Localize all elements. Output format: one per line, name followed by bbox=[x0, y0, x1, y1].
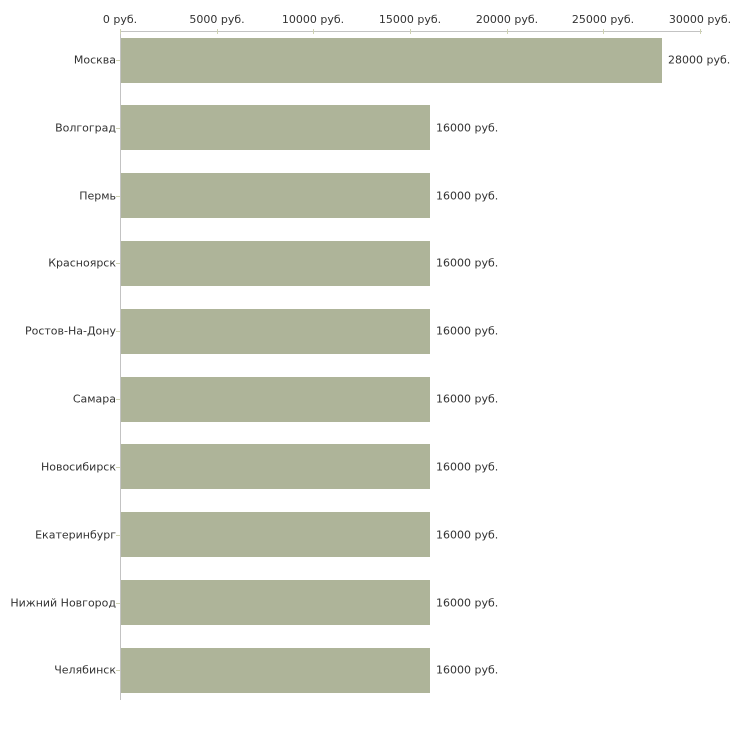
x-axis-tick bbox=[410, 29, 411, 34]
y-axis-tick bbox=[116, 399, 120, 400]
y-axis-tick bbox=[116, 603, 120, 604]
y-axis-tick bbox=[116, 60, 120, 61]
bar bbox=[121, 580, 430, 625]
bar bbox=[121, 105, 430, 150]
x-axis-tick-label: 30000 руб. bbox=[668, 13, 730, 26]
bar bbox=[121, 648, 430, 693]
y-axis-tick bbox=[116, 128, 120, 129]
bar bbox=[121, 309, 430, 354]
bar bbox=[121, 173, 430, 218]
x-axis-line bbox=[120, 31, 702, 32]
bar-value-label: 16000 руб. bbox=[436, 121, 499, 135]
x-axis-tick-label: 5000 руб. bbox=[189, 13, 245, 26]
bar-value-label: 16000 руб. bbox=[436, 324, 499, 338]
y-axis-tick bbox=[116, 331, 120, 332]
y-axis-tick bbox=[116, 263, 120, 264]
y-axis-category-label: Новосибирск bbox=[40, 460, 116, 474]
x-axis-tick-label: 20000 руб. bbox=[475, 13, 539, 26]
x-axis-tick-label: 10000 руб. bbox=[281, 13, 345, 26]
x-axis-tick bbox=[217, 29, 218, 34]
bar-value-label: 16000 руб. bbox=[436, 663, 499, 677]
y-axis-category-label: Нижний Новгород bbox=[10, 596, 116, 610]
bar-value-label: 16000 руб. bbox=[436, 460, 499, 474]
y-axis-category-label: Челябинск bbox=[54, 663, 116, 677]
y-axis-category-label: Красноярск bbox=[48, 256, 116, 270]
bar-value-label: 16000 руб. bbox=[436, 189, 499, 203]
y-axis-category-label: Волгоград bbox=[55, 121, 116, 135]
bar bbox=[121, 444, 430, 489]
bar-value-label: 16000 руб. bbox=[436, 596, 499, 610]
bar-value-label: 16000 руб. bbox=[436, 256, 499, 270]
y-axis-category-label: Ростов-На-Дону bbox=[24, 324, 116, 338]
x-axis-tick-label: 25000 руб. bbox=[571, 13, 635, 26]
y-axis-category-label: Екатеринбург bbox=[35, 528, 116, 542]
y-axis-category-label: Москва bbox=[73, 53, 116, 67]
y-axis-tick bbox=[116, 467, 120, 468]
y-axis-category-label: Самара bbox=[72, 392, 116, 406]
x-axis-tick bbox=[313, 29, 314, 34]
y-axis-tick bbox=[116, 535, 120, 536]
y-axis-category-label: Пермь bbox=[79, 189, 116, 203]
bar bbox=[121, 377, 430, 422]
bar-value-label: 16000 руб. bbox=[436, 392, 499, 406]
x-axis-tick bbox=[603, 29, 604, 34]
x-axis-tick bbox=[120, 29, 121, 34]
x-axis-tick-label: 15000 руб. bbox=[378, 13, 442, 26]
y-axis-tick bbox=[116, 196, 120, 197]
x-axis-tick bbox=[507, 29, 508, 34]
x-axis-tick bbox=[700, 29, 701, 34]
y-axis-line bbox=[120, 31, 121, 700]
bar bbox=[121, 241, 430, 286]
bar-value-label: 28000 руб. bbox=[668, 53, 730, 67]
y-axis-tick bbox=[116, 670, 120, 671]
bar-value-label: 16000 руб. bbox=[436, 528, 499, 542]
bar bbox=[121, 512, 430, 557]
bar bbox=[121, 38, 662, 83]
x-axis-tick-label: 0 руб. bbox=[102, 13, 138, 26]
